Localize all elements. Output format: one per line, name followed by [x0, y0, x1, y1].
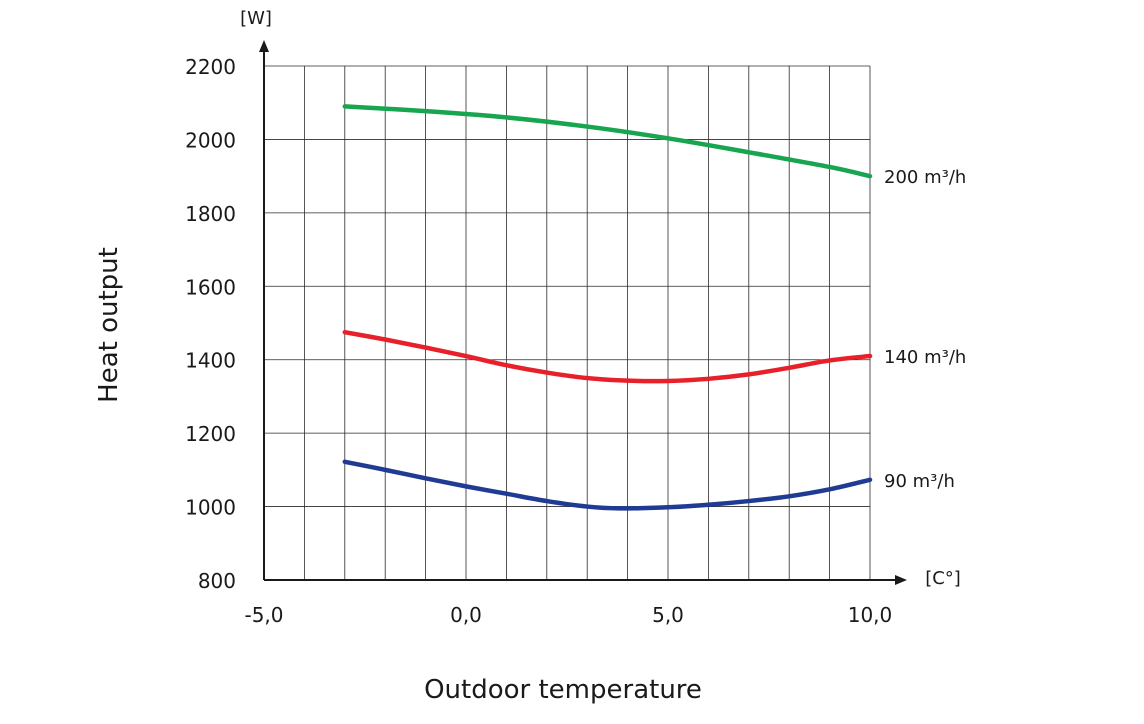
x-axis-arrow [895, 575, 907, 585]
series-line [342, 104, 873, 179]
y-tick-label: 800 [198, 569, 236, 593]
y-tick-label: 2200 [185, 55, 236, 79]
x-tick-label: 0,0 [450, 603, 482, 627]
x-tick-label: 10,0 [848, 603, 893, 627]
series-line [342, 329, 873, 384]
y-tick-label: 1800 [185, 202, 236, 226]
series-label: 90 m³/h [884, 471, 955, 492]
y-tick-label: 2000 [185, 128, 236, 152]
x-axis-title: Outdoor temperature [424, 675, 702, 705]
axes [259, 40, 907, 585]
y-tick-label: 1400 [185, 349, 236, 373]
x-unit-label: [C°] [925, 568, 961, 589]
series-label: 200 m³/h [884, 167, 966, 188]
y-tick-label: 1600 [185, 275, 236, 299]
y-axis-title: Heat output [94, 247, 124, 403]
y-axis-arrow [259, 40, 269, 52]
y-tick-label: 1200 [185, 422, 236, 446]
series-lines [342, 104, 873, 511]
series-line [342, 459, 873, 511]
tick-labels: 800 1000 1200 1400 1600 1800 2000 2200 -5,0 0,0 5,… [185, 55, 892, 627]
series-labels: 200 m³/h 140 m³/h 90 m³/h [884, 167, 966, 492]
y-unit-label: [W] [240, 8, 272, 29]
x-tick-label: 5,0 [652, 603, 684, 627]
y-tick-label: 1000 [185, 496, 236, 520]
series-label: 140 m³/h [884, 347, 966, 368]
x-tick-label: -5,0 [244, 603, 283, 627]
